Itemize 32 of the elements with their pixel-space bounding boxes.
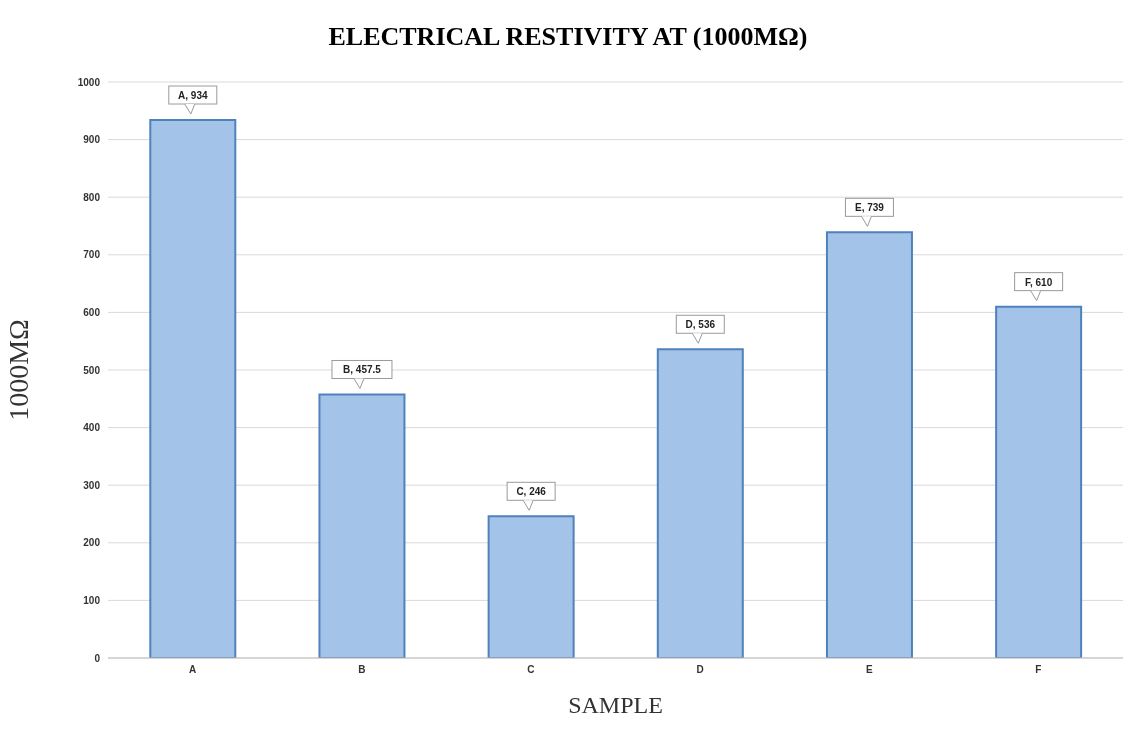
y-tick-label: 800 — [83, 191, 101, 203]
y-tick-label: 200 — [83, 537, 101, 549]
bar — [318, 393, 406, 658]
y-tick-label: 100 — [83, 594, 101, 606]
data-label: B, 457.5 — [343, 364, 382, 376]
x-tick-label: D — [696, 664, 704, 676]
data-label: A, 934 — [178, 90, 208, 102]
x-tick-label: E — [865, 664, 873, 676]
x-axis-title: SAMPLE — [568, 692, 663, 718]
y-tick-label: 300 — [83, 479, 101, 491]
y-tick-label: 1000 — [77, 76, 101, 88]
data-label: F, 610 — [1025, 276, 1053, 288]
data-label: C, 246 — [516, 486, 547, 498]
y-tick-label: 400 — [83, 422, 101, 434]
y-tick-label: 700 — [83, 249, 101, 261]
x-tick-label: A — [188, 664, 197, 676]
data-label: E, 739 — [855, 202, 885, 214]
y-tick-label: 0 — [94, 652, 101, 664]
y-tick-label: 600 — [83, 306, 101, 318]
bar — [487, 515, 575, 658]
y-tick-label: 500 — [83, 364, 101, 376]
y-axis-title: 1000MΩ — [2, 319, 34, 421]
bar — [825, 231, 913, 658]
bar — [656, 348, 744, 658]
x-tick-label: C — [527, 664, 535, 676]
chart-title: ELECTRICAL RESTIVITY AT (1000MΩ) — [327, 21, 809, 53]
bar — [149, 119, 237, 658]
x-tick-label: B — [358, 664, 366, 676]
y-tick-label: 900 — [83, 134, 101, 146]
bar — [995, 305, 1083, 658]
x-tick-label: F — [1035, 664, 1042, 676]
data-label: D, 536 — [685, 319, 716, 331]
